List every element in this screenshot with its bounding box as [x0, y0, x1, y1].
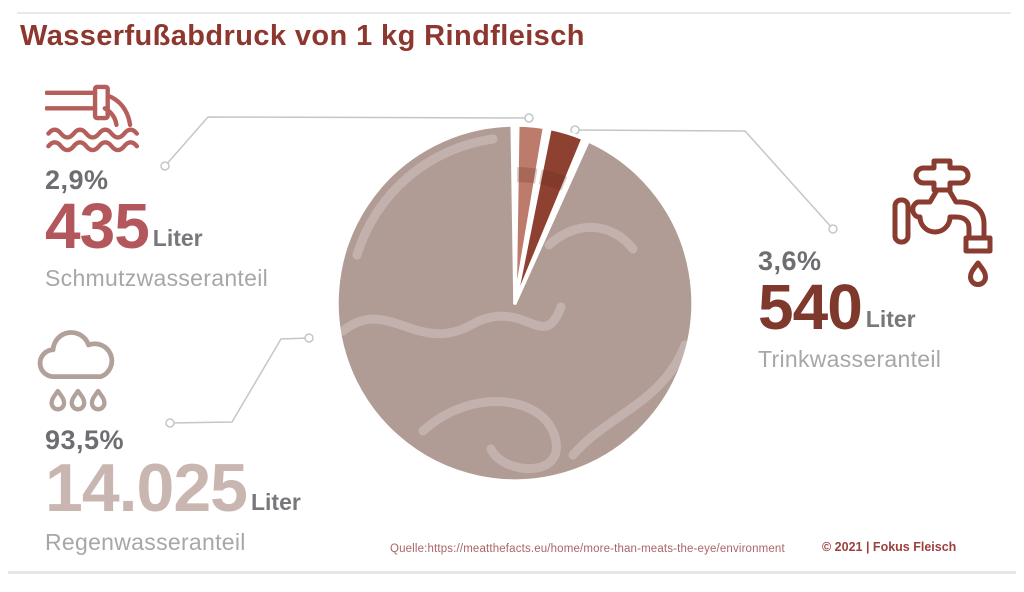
liters-value: 14.025: [45, 450, 248, 526]
pie-slice-trinkwasser: [513, 126, 585, 305]
copyright-text: © 2021 | Fokus Fleisch: [822, 540, 957, 554]
callout-label: Regenwasseranteil: [45, 528, 246, 555]
wastewater-pipe-icon: [45, 84, 140, 153]
callout-regenwasser: 93,5% 14.025 Liter Regenwasseranteil: [37, 322, 301, 556]
percent-value: 2,9%: [45, 165, 109, 195]
liters-unit: Liter: [152, 224, 203, 251]
rain-cloud-icon: [37, 330, 115, 412]
liters-value: 435: [45, 190, 150, 262]
callout-trinkwasser: 3,6% 540 Liter Trinkwasseranteil: [758, 246, 941, 373]
top-divider: [17, 12, 1011, 14]
page-title: Wasserfußabdruck von 1 kg Rindfleisch: [20, 20, 585, 52]
callout-label: Schmutzwasseranteil: [45, 264, 269, 291]
callout-label: Trinkwasseranteil: [758, 345, 942, 372]
faucet-icon: [892, 158, 993, 287]
liters-value: 540: [758, 271, 863, 343]
bottom-divider: [8, 571, 1016, 574]
pie-decorative-texture: [338, 134, 690, 473]
source-text: Quelle:https://meatthefacts.eu/home/more…: [390, 543, 785, 555]
percent-value: 93,5%: [45, 425, 125, 455]
pie-chart: [335, 123, 695, 483]
liters-unit: Liter: [250, 488, 301, 515]
percent-value: 3,6%: [758, 246, 822, 276]
callout-schmutzwasser: 2,9% 435 Liter Schmutzwasseranteil: [45, 84, 268, 292]
liters-unit: Liter: [865, 305, 916, 332]
